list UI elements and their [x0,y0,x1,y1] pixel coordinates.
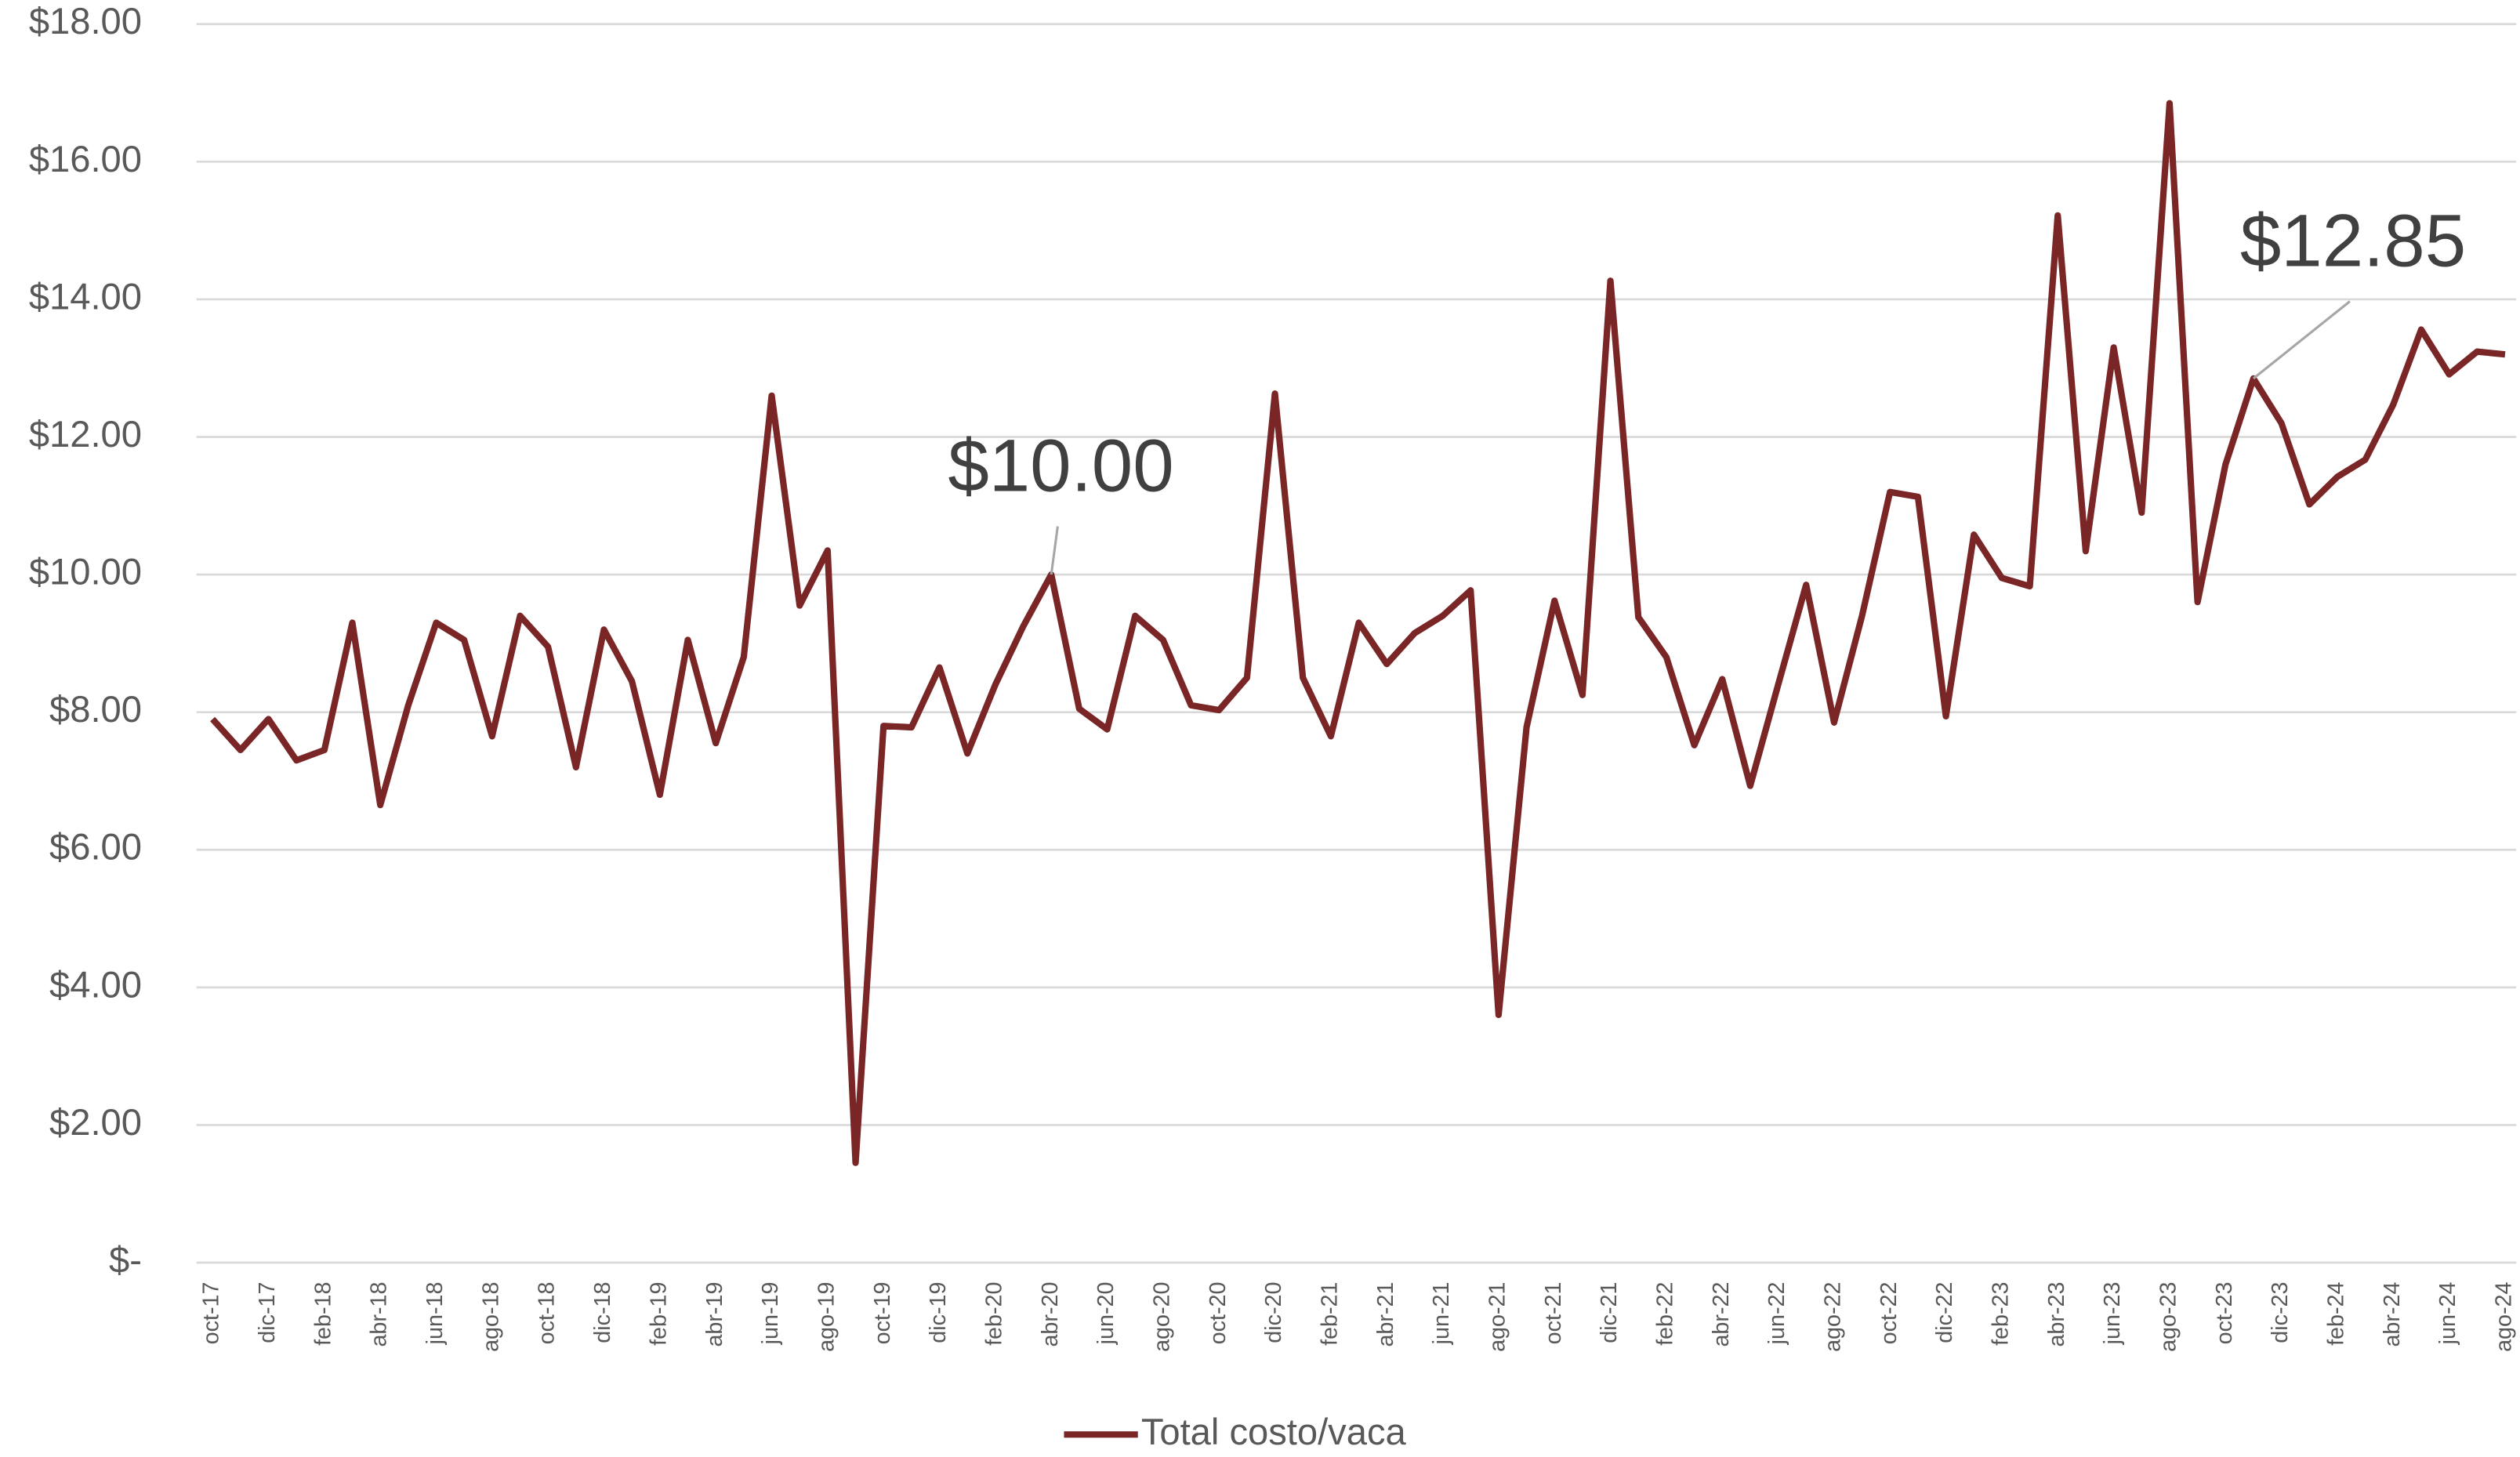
x-tick-label: ago-21 [1485,1282,1510,1352]
y-tick-label: $12.00 [29,413,142,455]
annotation: $10.00 [948,424,1173,506]
x-tick-label: jun-23 [2100,1282,2125,1346]
x-tick-label: feb-21 [1317,1282,1342,1346]
x-tick-label: dic-18 [590,1282,615,1343]
y-tick-label: $4.00 [49,963,142,1005]
y-tick-label: $2.00 [49,1101,142,1143]
y-tick-label: $6.00 [49,826,142,868]
x-tick-label: ago-18 [478,1282,503,1352]
x-tick-label: abr-21 [1373,1282,1398,1347]
y-tick-label: $18.00 [29,0,142,42]
annotation-leader [1050,526,1059,575]
x-tick-label: abr-22 [1709,1282,1734,1347]
x-tick-label: ago-20 [1149,1282,1174,1352]
x-tick-label: dic-19 [926,1282,951,1343]
x-tick-label: oct-20 [1206,1282,1231,1345]
legend-label: Total costo/vaca [1141,1411,1407,1452]
x-tick-label: jun-20 [1093,1282,1119,1346]
x-tick-label: oct-21 [1541,1282,1566,1345]
x-tick-label: feb-19 [646,1282,671,1346]
x-tick-label: jun-19 [758,1282,783,1346]
y-tick-label: $10.00 [29,551,142,593]
y-tick-label: $16.00 [29,138,142,179]
x-tick-label: oct-22 [1876,1282,1902,1345]
x-tick-label: oct-19 [870,1282,895,1345]
x-tick-label: abr-18 [367,1282,392,1347]
x-tick-label: abr-24 [2380,1282,2405,1347]
y-tick-label: $14.00 [29,275,142,317]
x-tick-label: ago-23 [2156,1282,2181,1352]
x-tick-label: dic-22 [1932,1282,1957,1343]
x-tick-label: jun-22 [1764,1282,1789,1346]
x-tick-label: oct-23 [2212,1282,2237,1345]
x-tick-label: dic-23 [2268,1282,2293,1343]
x-tick-label: feb-20 [981,1282,1006,1346]
x-tick-label: dic-20 [1261,1282,1286,1343]
x-tick-label: feb-23 [1988,1282,2013,1346]
x-tick-label: dic-21 [1597,1282,1622,1343]
x-tick-label: dic-17 [255,1282,280,1343]
x-tick-label: jun-18 [422,1282,448,1346]
x-tick-label: ago-24 [2492,1282,2517,1352]
line-series [210,100,2506,1166]
x-tick-label: feb-24 [2324,1282,2349,1346]
x-tick-label: abr-23 [2044,1282,2069,1347]
x-tick-label: feb-18 [310,1282,335,1346]
x-tick-label: oct-17 [199,1282,224,1345]
y-tick-label: $8.00 [49,688,142,730]
x-tick-label: ago-22 [1820,1282,1845,1352]
x-tick-label: abr-20 [1038,1282,1063,1347]
annotation-leader [2252,300,2351,380]
x-tick-label: ago-19 [814,1282,839,1352]
annotation: $12.85 [2240,199,2466,281]
y-tick-label: $- [109,1238,142,1280]
x-tick-label: abr-19 [702,1282,727,1347]
x-tick-label: oct-18 [535,1282,560,1345]
x-tick-label: jun-24 [2435,1282,2460,1346]
x-tick-label: feb-22 [1652,1282,1677,1346]
x-tick-label: jun-21 [1429,1282,1454,1346]
